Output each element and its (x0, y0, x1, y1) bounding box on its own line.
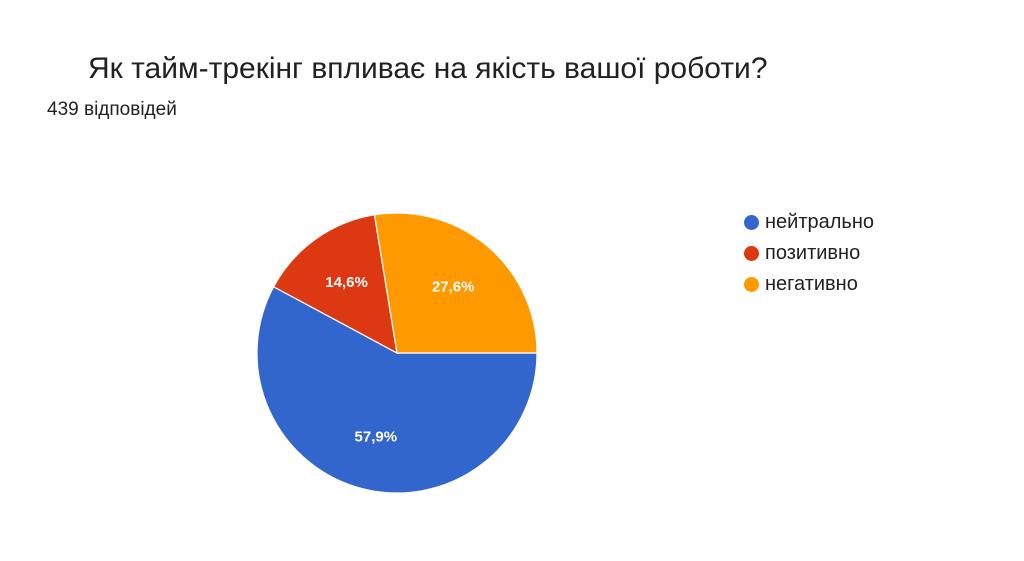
legend-label-positive: позитивно (765, 242, 861, 264)
legend-item-positive[interactable]: позитивно (744, 238, 874, 269)
slice-label-positive: 14,6% (325, 274, 368, 291)
pie-slice-neutral[interactable] (256, 285, 538, 494)
legend: нейтрально позитивно негативно (744, 207, 874, 300)
legend-label-neutral: нейтрально (765, 211, 875, 233)
response-count: 439 відповідей (47, 99, 177, 120)
slice-label-negative: 27,6% (432, 278, 475, 295)
chart-title: Як тайм-трекінг впливає на якість вашої … (88, 52, 768, 85)
pie-chart: 57,9% 14,6% 27,6% (256, 212, 538, 494)
legend-swatch-negative (744, 277, 759, 292)
pie-slice-negative[interactable] (373, 212, 538, 354)
legend-label-negative: негативно (765, 273, 858, 295)
legend-swatch-positive (744, 246, 759, 261)
pie-slice-positive[interactable] (272, 214, 398, 355)
legend-item-negative[interactable]: негативно (744, 269, 874, 300)
slice-label-neutral: 57,9% (355, 429, 398, 446)
legend-swatch-neutral (744, 215, 759, 230)
legend-item-neutral[interactable]: нейтрально (744, 207, 874, 238)
